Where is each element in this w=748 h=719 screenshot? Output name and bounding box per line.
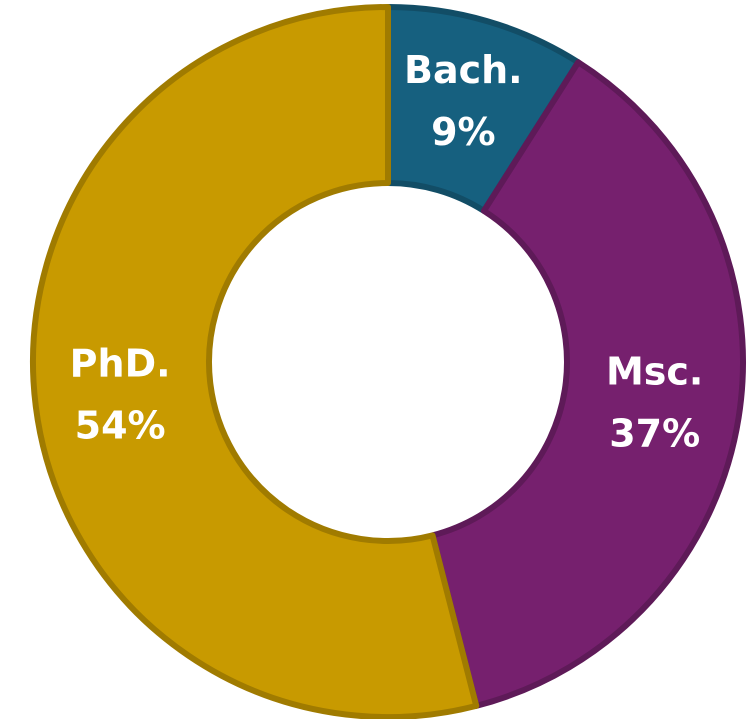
- category-label: Msc.: [606, 350, 703, 394]
- value-label: 37%: [609, 412, 700, 456]
- donut-segment: [429, 59, 746, 709]
- donut-segment: [30, 4, 480, 719]
- category-label: PhD.: [70, 341, 171, 385]
- value-label: 9%: [431, 110, 496, 154]
- category-label: Bach.: [404, 48, 523, 92]
- value-label: 54%: [75, 403, 166, 447]
